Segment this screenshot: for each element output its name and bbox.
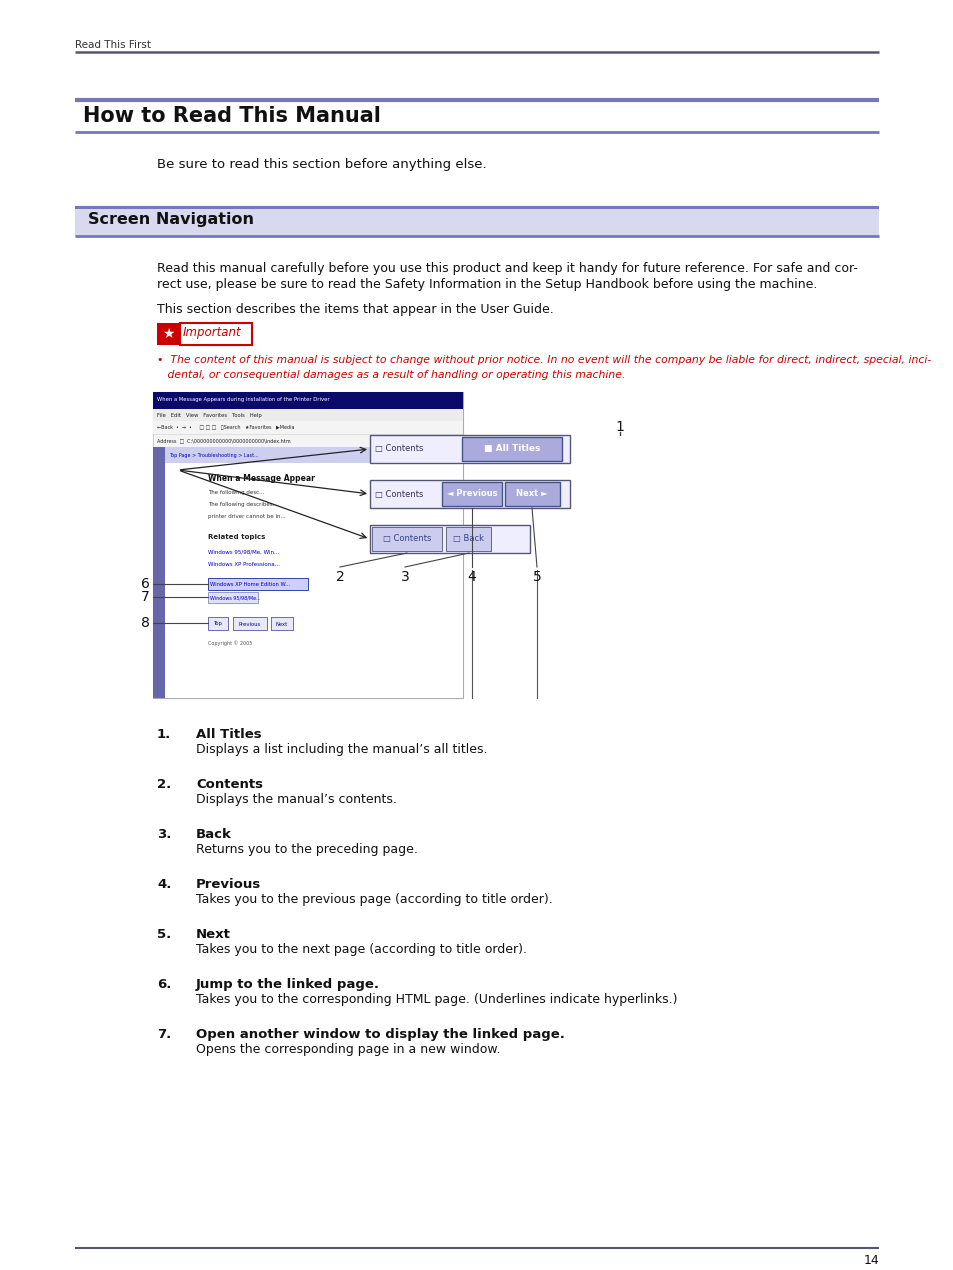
- Bar: [271, 617, 293, 630]
- Bar: [180, 323, 252, 345]
- Text: 7: 7: [141, 591, 150, 605]
- Bar: [208, 592, 257, 603]
- Bar: [446, 527, 491, 551]
- Bar: [441, 483, 501, 505]
- Text: 5.: 5.: [157, 928, 172, 941]
- Text: Contents: Contents: [195, 779, 263, 791]
- Text: Windows XP Home Edition W...: Windows XP Home Edition W...: [210, 582, 290, 587]
- Text: Windows 95/98/Me, Win...: Windows 95/98/Me, Win...: [208, 550, 279, 555]
- Text: Jump to the linked page.: Jump to the linked page.: [195, 978, 379, 991]
- Text: □ Back: □ Back: [453, 535, 484, 544]
- Text: Takes you to the next page (according to title order).: Takes you to the next page (according to…: [195, 944, 526, 956]
- Bar: [75, 210, 878, 236]
- Text: Open another window to display the linked page.: Open another window to display the linke…: [195, 1027, 564, 1041]
- Bar: [233, 617, 267, 630]
- Text: 4.: 4.: [157, 878, 172, 892]
- Bar: [152, 420, 462, 434]
- Bar: [152, 434, 462, 447]
- Text: The following describes...: The following describes...: [208, 502, 277, 507]
- Text: Related topics: Related topics: [208, 533, 265, 540]
- Text: Address  □  C:\000000000000\0000000000\index.htm: Address □ C:\000000000000\0000000000\ind…: [157, 438, 291, 443]
- Bar: [370, 480, 569, 508]
- Text: Windows 95/98/Me...: Windows 95/98/Me...: [210, 596, 260, 601]
- Text: ◄ Previous: ◄ Previous: [446, 489, 497, 499]
- Text: 7.: 7.: [157, 1027, 172, 1041]
- Text: Next: Next: [275, 621, 288, 626]
- Text: rect use, please be sure to read the Safety Information in the Setup Handbook be: rect use, please be sure to read the Saf…: [157, 278, 817, 291]
- Text: Takes you to the previous page (according to title order).: Takes you to the previous page (accordin…: [195, 893, 552, 906]
- Text: □ Contents: □ Contents: [382, 535, 431, 544]
- Bar: [152, 409, 462, 420]
- Text: 2.: 2.: [157, 779, 172, 791]
- Text: 2: 2: [335, 570, 344, 584]
- Text: The following desc...: The following desc...: [208, 490, 264, 495]
- Text: printer driver cannot be in...: printer driver cannot be in...: [208, 514, 286, 519]
- Text: When a Message Appears during Installation of the Printer Driver: When a Message Appears during Installati…: [157, 398, 330, 403]
- Text: All Titles: All Titles: [195, 728, 261, 740]
- Text: Previous: Previous: [238, 621, 261, 626]
- Text: Back: Back: [195, 828, 232, 841]
- Text: □ Contents: □ Contents: [375, 444, 423, 453]
- Text: Be sure to read this section before anything else.: Be sure to read this section before anyt…: [157, 157, 486, 171]
- Bar: [208, 617, 228, 630]
- Text: Windows XP Professiona...: Windows XP Professiona...: [208, 563, 280, 566]
- Bar: [370, 436, 569, 464]
- Text: Previous: Previous: [195, 878, 261, 892]
- Text: 6: 6: [141, 577, 150, 591]
- Text: Top: Top: [213, 621, 222, 626]
- Bar: [165, 447, 462, 698]
- Bar: [157, 323, 179, 345]
- Bar: [152, 447, 165, 698]
- Text: Next: Next: [195, 928, 231, 941]
- Text: Screen Navigation: Screen Navigation: [88, 212, 253, 227]
- Bar: [372, 527, 441, 551]
- Bar: [152, 392, 462, 409]
- Text: How to Read This Manual: How to Read This Manual: [83, 105, 380, 126]
- Text: Returns you to the preceding page.: Returns you to the preceding page.: [195, 843, 417, 856]
- Text: Read this manual carefully before you use this product and keep it handy for fut: Read this manual carefully before you us…: [157, 262, 857, 276]
- Text: Displays the manual’s contents.: Displays the manual’s contents.: [195, 792, 396, 806]
- Text: File   Edit   View   Favorites   Tools   Help: File Edit View Favorites Tools Help: [157, 413, 261, 418]
- Text: 8: 8: [141, 616, 150, 630]
- Bar: [152, 392, 462, 698]
- Text: 5: 5: [532, 570, 540, 584]
- Text: □ Contents: □ Contents: [375, 489, 423, 499]
- Bar: [208, 578, 308, 591]
- Bar: [504, 483, 559, 505]
- Bar: [165, 447, 462, 464]
- Text: Takes you to the corresponding HTML page. (Underlines indicate hyperlinks.): Takes you to the corresponding HTML page…: [195, 993, 677, 1006]
- Text: Important: Important: [183, 326, 241, 339]
- Text: 3.: 3.: [157, 828, 172, 841]
- Bar: [370, 525, 530, 552]
- Text: 3: 3: [400, 570, 409, 584]
- Text: 14: 14: [862, 1253, 878, 1267]
- Text: Opens the corresponding page in a new window.: Opens the corresponding page in a new wi…: [195, 1043, 500, 1055]
- Text: •  The content of this manual is subject to change without prior notice. In no e: • The content of this manual is subject …: [157, 356, 930, 364]
- Text: 1: 1: [615, 420, 624, 434]
- Text: Next ►: Next ►: [516, 489, 547, 499]
- Text: Read This First: Read This First: [75, 39, 151, 50]
- Text: Top Page > Troubleshooting > Last...: Top Page > Troubleshooting > Last...: [169, 452, 258, 457]
- Text: ★: ★: [162, 326, 174, 342]
- Text: 4: 4: [467, 570, 476, 584]
- Text: 6.: 6.: [157, 978, 172, 991]
- Text: ■ All Titles: ■ All Titles: [483, 444, 539, 453]
- Text: ←Back  •  →  •     □ □ □   ⌕Search   ★Favorites   ▶Media: ←Back • → • □ □ □ ⌕Search ★Favorites ▶Me…: [157, 425, 294, 431]
- Bar: [461, 437, 561, 461]
- Text: When a Message Appear: When a Message Appear: [208, 474, 314, 483]
- Text: Copyright © 2005: Copyright © 2005: [208, 640, 253, 645]
- Text: This section describes the items that appear in the User Guide.: This section describes the items that ap…: [157, 304, 553, 316]
- Text: dental, or consequential damages as a result of handling or operating this machi: dental, or consequential damages as a re…: [157, 370, 625, 380]
- Text: 1.: 1.: [157, 728, 172, 740]
- Text: Displays a list including the manual’s all titles.: Displays a list including the manual’s a…: [195, 743, 487, 756]
